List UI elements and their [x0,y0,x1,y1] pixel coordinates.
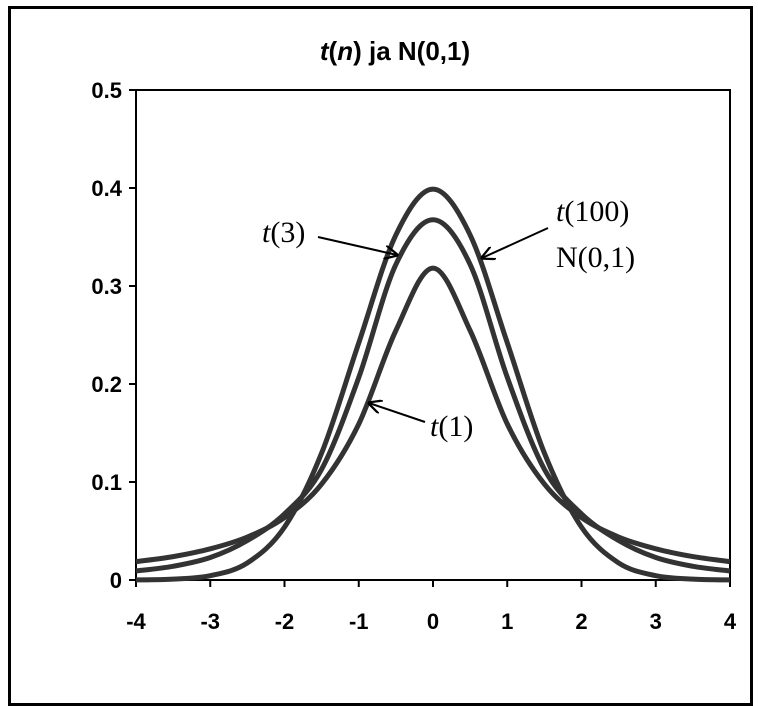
series-line-normal [135,186,731,583]
chart-frame [8,6,753,706]
x-axis: -4 -3 -2 -1 0 1 2 3 4 [126,580,737,634]
label-t3: t(3) [262,216,305,249]
x-tick-label: 0 [427,609,439,634]
title-rest: ja N(0,1) [362,36,470,66]
y-tick-label: 0 [110,568,122,593]
y-tick-label: 0.2 [91,372,122,397]
label-t100: t(100) [556,195,629,228]
chart: t(n) ja N(0,1) 0 0.1 0.2 0.3 0.4 0.5 -4 -3 -2 -1… [91,36,737,634]
x-tick-label: 4 [724,609,737,634]
series-lines [135,186,731,583]
x-tick-label: 3 [650,609,662,634]
series-line-t3 [135,217,731,574]
x-tick-label: -4 [126,609,146,634]
title-open: ( [329,36,338,66]
y-axis: 0 0.1 0.2 0.3 0.4 0.5 [91,78,136,593]
y-tick-label: 0.5 [91,78,122,103]
series-line-t1 [135,265,731,565]
title-t: t [320,36,330,66]
x-tick-label: -2 [275,609,295,634]
plot-area [135,89,731,581]
title-n: n [337,36,353,66]
label-t1: t(1) [430,410,473,443]
x-tick-label: -3 [200,609,220,634]
y-tick-label: 0.3 [91,274,122,299]
y-tick-label: 0.1 [91,470,122,495]
x-tick-label: -1 [349,609,369,634]
title-close: ) [353,36,362,66]
y-tick-label: 0.4 [91,176,122,201]
x-tick-label: 1 [501,609,513,634]
x-tick-label: 2 [575,609,587,634]
arrow-t1 [369,403,426,423]
label-normal: N(0,1) [556,241,635,274]
arrow-t100 [482,227,549,258]
chart-title: t(n) ja N(0,1) [320,36,470,66]
arrow-t3 [317,236,397,255]
